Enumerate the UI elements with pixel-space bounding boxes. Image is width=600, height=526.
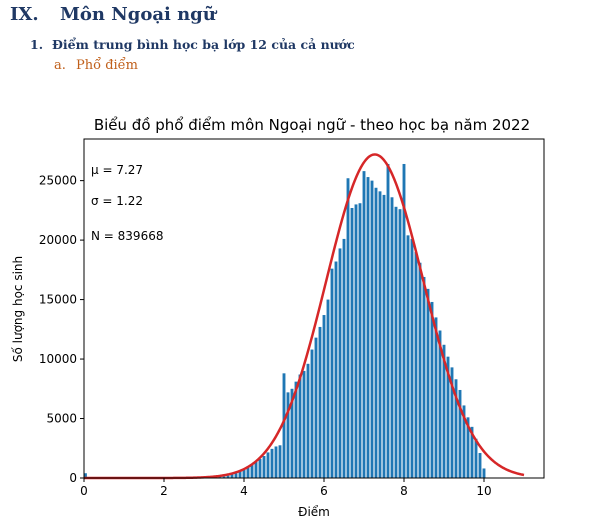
histogram-bar	[370, 180, 374, 478]
histogram-bar	[374, 187, 378, 478]
histogram-bar	[466, 417, 470, 478]
histogram-bar	[326, 299, 330, 478]
y-tick-label: 25000	[39, 174, 77, 188]
subsection-heading: 1. Điểm trung bình học bạ lớp 12 của cả n…	[30, 37, 355, 52]
histogram-bar	[438, 330, 442, 478]
histogram-bar	[242, 469, 246, 478]
histogram-bar	[254, 461, 258, 478]
histogram-bar	[398, 209, 402, 478]
histogram-bar	[314, 337, 318, 478]
section-heading: IX. Môn Ngoại ngữ	[10, 4, 216, 25]
histogram-bar	[222, 476, 226, 478]
histogram-bar	[278, 445, 282, 478]
histogram-bar	[478, 453, 482, 478]
bars-group	[84, 163, 486, 479]
annotation-std: σ = 1.22	[91, 194, 143, 208]
histogram-bar	[386, 163, 390, 479]
histogram-bar	[338, 248, 342, 478]
histogram-bar	[462, 405, 466, 478]
histogram-bar	[294, 381, 298, 478]
x-tick-label: 10	[476, 484, 491, 498]
histogram-bar	[234, 473, 238, 478]
histogram-bar	[450, 367, 454, 478]
histogram-bar	[430, 301, 434, 478]
histogram-bar	[302, 370, 306, 478]
subsection-title: Điểm trung bình học bạ lớp 12 của cả nướ…	[52, 37, 355, 52]
histogram-bar	[246, 467, 250, 478]
histogram-bar	[238, 471, 242, 478]
section-number: IX.	[10, 4, 39, 25]
y-tick-label: 15000	[39, 293, 77, 307]
histogram-bar	[458, 389, 462, 478]
histogram-bar	[474, 438, 478, 478]
histogram-bar	[290, 388, 294, 478]
histogram-bar	[422, 276, 426, 478]
histogram-bar	[350, 207, 354, 479]
x-tick-label: 2	[160, 484, 168, 498]
histogram-bar	[334, 261, 338, 478]
y-tick-label: 20000	[39, 233, 77, 247]
histogram-bar	[410, 238, 414, 478]
histogram-bar	[318, 326, 322, 478]
y-tick-label: 10000	[39, 352, 77, 366]
histogram-bar	[394, 206, 398, 479]
histogram-bar	[322, 315, 326, 478]
histogram-bar	[306, 363, 310, 478]
histogram-bar	[406, 235, 410, 478]
item-title: Phổ điểm	[76, 58, 139, 73]
y-axis: 0 5000 10000 15000 20000 25000	[39, 174, 84, 485]
x-tick-label: 6	[320, 484, 328, 498]
histogram-bar	[226, 475, 230, 478]
item-heading: a. Phổ điểm	[54, 58, 138, 73]
x-axis: 0 2 4 6 8 10	[80, 478, 492, 498]
histogram-bar	[482, 468, 486, 478]
histogram-bar	[426, 288, 430, 478]
x-tick-label: 0	[80, 484, 88, 498]
x-axis-label: Điểm	[298, 505, 330, 519]
histogram-bar	[258, 458, 262, 478]
histogram-bar	[446, 356, 450, 478]
histogram-bar	[378, 191, 382, 478]
histogram-bar	[354, 204, 358, 479]
x-tick-label: 4	[240, 484, 248, 498]
histogram-bar	[362, 171, 366, 478]
chart-title: Biểu đồ phổ điểm môn Ngoại ngữ - theo họ…	[94, 116, 530, 134]
section-title: Môn Ngoại ngữ	[60, 4, 216, 25]
annotation-count: N = 839668	[91, 229, 163, 243]
histogram-bar	[402, 163, 406, 479]
histogram-bar	[434, 317, 438, 478]
item-marker: a.	[54, 58, 66, 73]
histogram-bar	[442, 344, 446, 478]
x-tick-label: 8	[400, 484, 408, 498]
histogram-bar	[270, 448, 274, 478]
histogram-bar	[470, 426, 474, 478]
histogram-bar	[286, 392, 290, 478]
histogram-bar	[84, 473, 87, 478]
histogram-bar	[346, 178, 350, 478]
annotation-mean: μ = 7.27	[91, 163, 143, 177]
histogram-bar	[414, 252, 418, 478]
subsection-number: 1.	[30, 37, 44, 52]
histogram-bar	[366, 177, 370, 478]
histogram-bar	[358, 203, 362, 479]
histogram-bar	[330, 268, 334, 478]
histogram-bar	[274, 446, 278, 478]
histogram-bar	[262, 455, 266, 478]
histogram-bar	[390, 197, 394, 478]
histogram-bar	[266, 452, 270, 478]
y-tick-label: 5000	[46, 412, 77, 426]
y-tick-label: 0	[69, 471, 77, 485]
y-axis-label: Số lượng học sinh	[11, 256, 25, 362]
histogram-bar	[250, 464, 254, 478]
histogram-bar	[342, 238, 346, 478]
plot-frame	[83, 138, 545, 479]
histogram-bar	[310, 349, 314, 478]
histogram-bar	[230, 474, 234, 478]
histogram-bar	[418, 262, 422, 478]
histogram-bar	[298, 374, 302, 478]
histogram-bar	[382, 194, 386, 478]
histogram-bar	[454, 379, 458, 478]
histogram-bar	[282, 373, 286, 478]
